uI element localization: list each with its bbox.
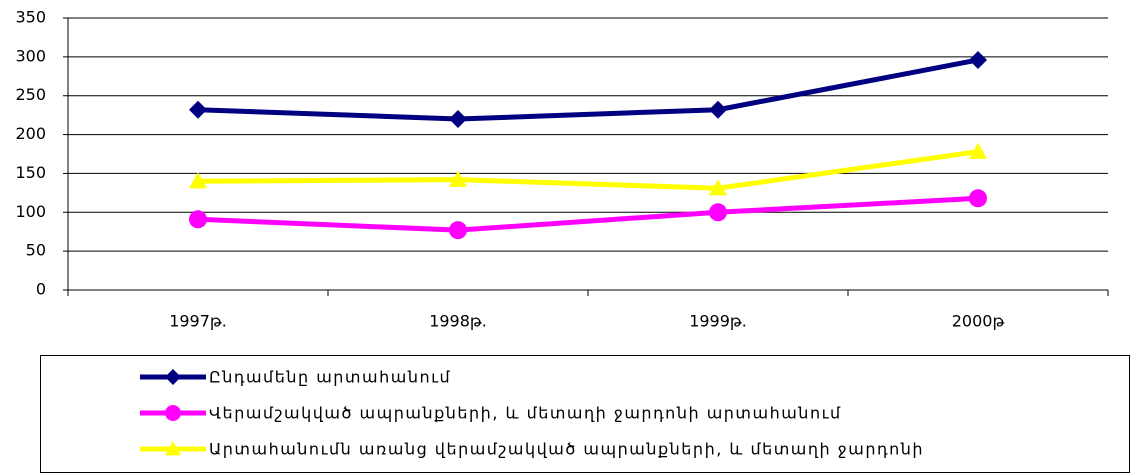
marker [189, 100, 207, 119]
marker [449, 110, 467, 129]
marker [165, 441, 181, 456]
x-tick-label: 2000թ [952, 312, 1005, 331]
marker [449, 221, 467, 240]
x-tick-label: 1999թ. [689, 312, 747, 331]
marker [165, 405, 181, 421]
series-line [197, 195, 979, 233]
y-tick-label: 200 [15, 124, 46, 143]
series-line [197, 57, 979, 122]
y-tick-label: 100 [15, 202, 46, 221]
legend: Ընդամենը արտահանում Վերամշակված ապրանքներ… [40, 355, 1130, 473]
marker [709, 179, 727, 196]
y-tick-label: 250 [15, 85, 46, 104]
y-tick-label: 50 [26, 241, 46, 260]
y-tick-label: 0 [36, 280, 46, 299]
marker [709, 100, 727, 119]
marker [969, 142, 987, 159]
y-tick-label: 350 [15, 8, 46, 27]
legend-label: Ընդամենը արտահանում [209, 368, 451, 387]
marker [969, 189, 987, 208]
series-line [197, 149, 979, 191]
marker [165, 369, 181, 385]
marker [189, 210, 207, 229]
x-tick-label: 1998թ. [429, 312, 487, 331]
x-tick-label: 1997թ. [169, 312, 227, 331]
marker [189, 172, 207, 189]
legend-label: Արտահանումն առանց վերամշակված ապրանքների… [209, 440, 924, 459]
y-tick-label: 150 [15, 163, 46, 182]
marker [969, 50, 987, 69]
marker [709, 203, 727, 222]
y-tick-label: 300 [15, 46, 46, 65]
marker [449, 170, 467, 187]
legend-label: Վերամշակված ապրանքների, և մետաղի ջարդոնի… [209, 404, 842, 423]
